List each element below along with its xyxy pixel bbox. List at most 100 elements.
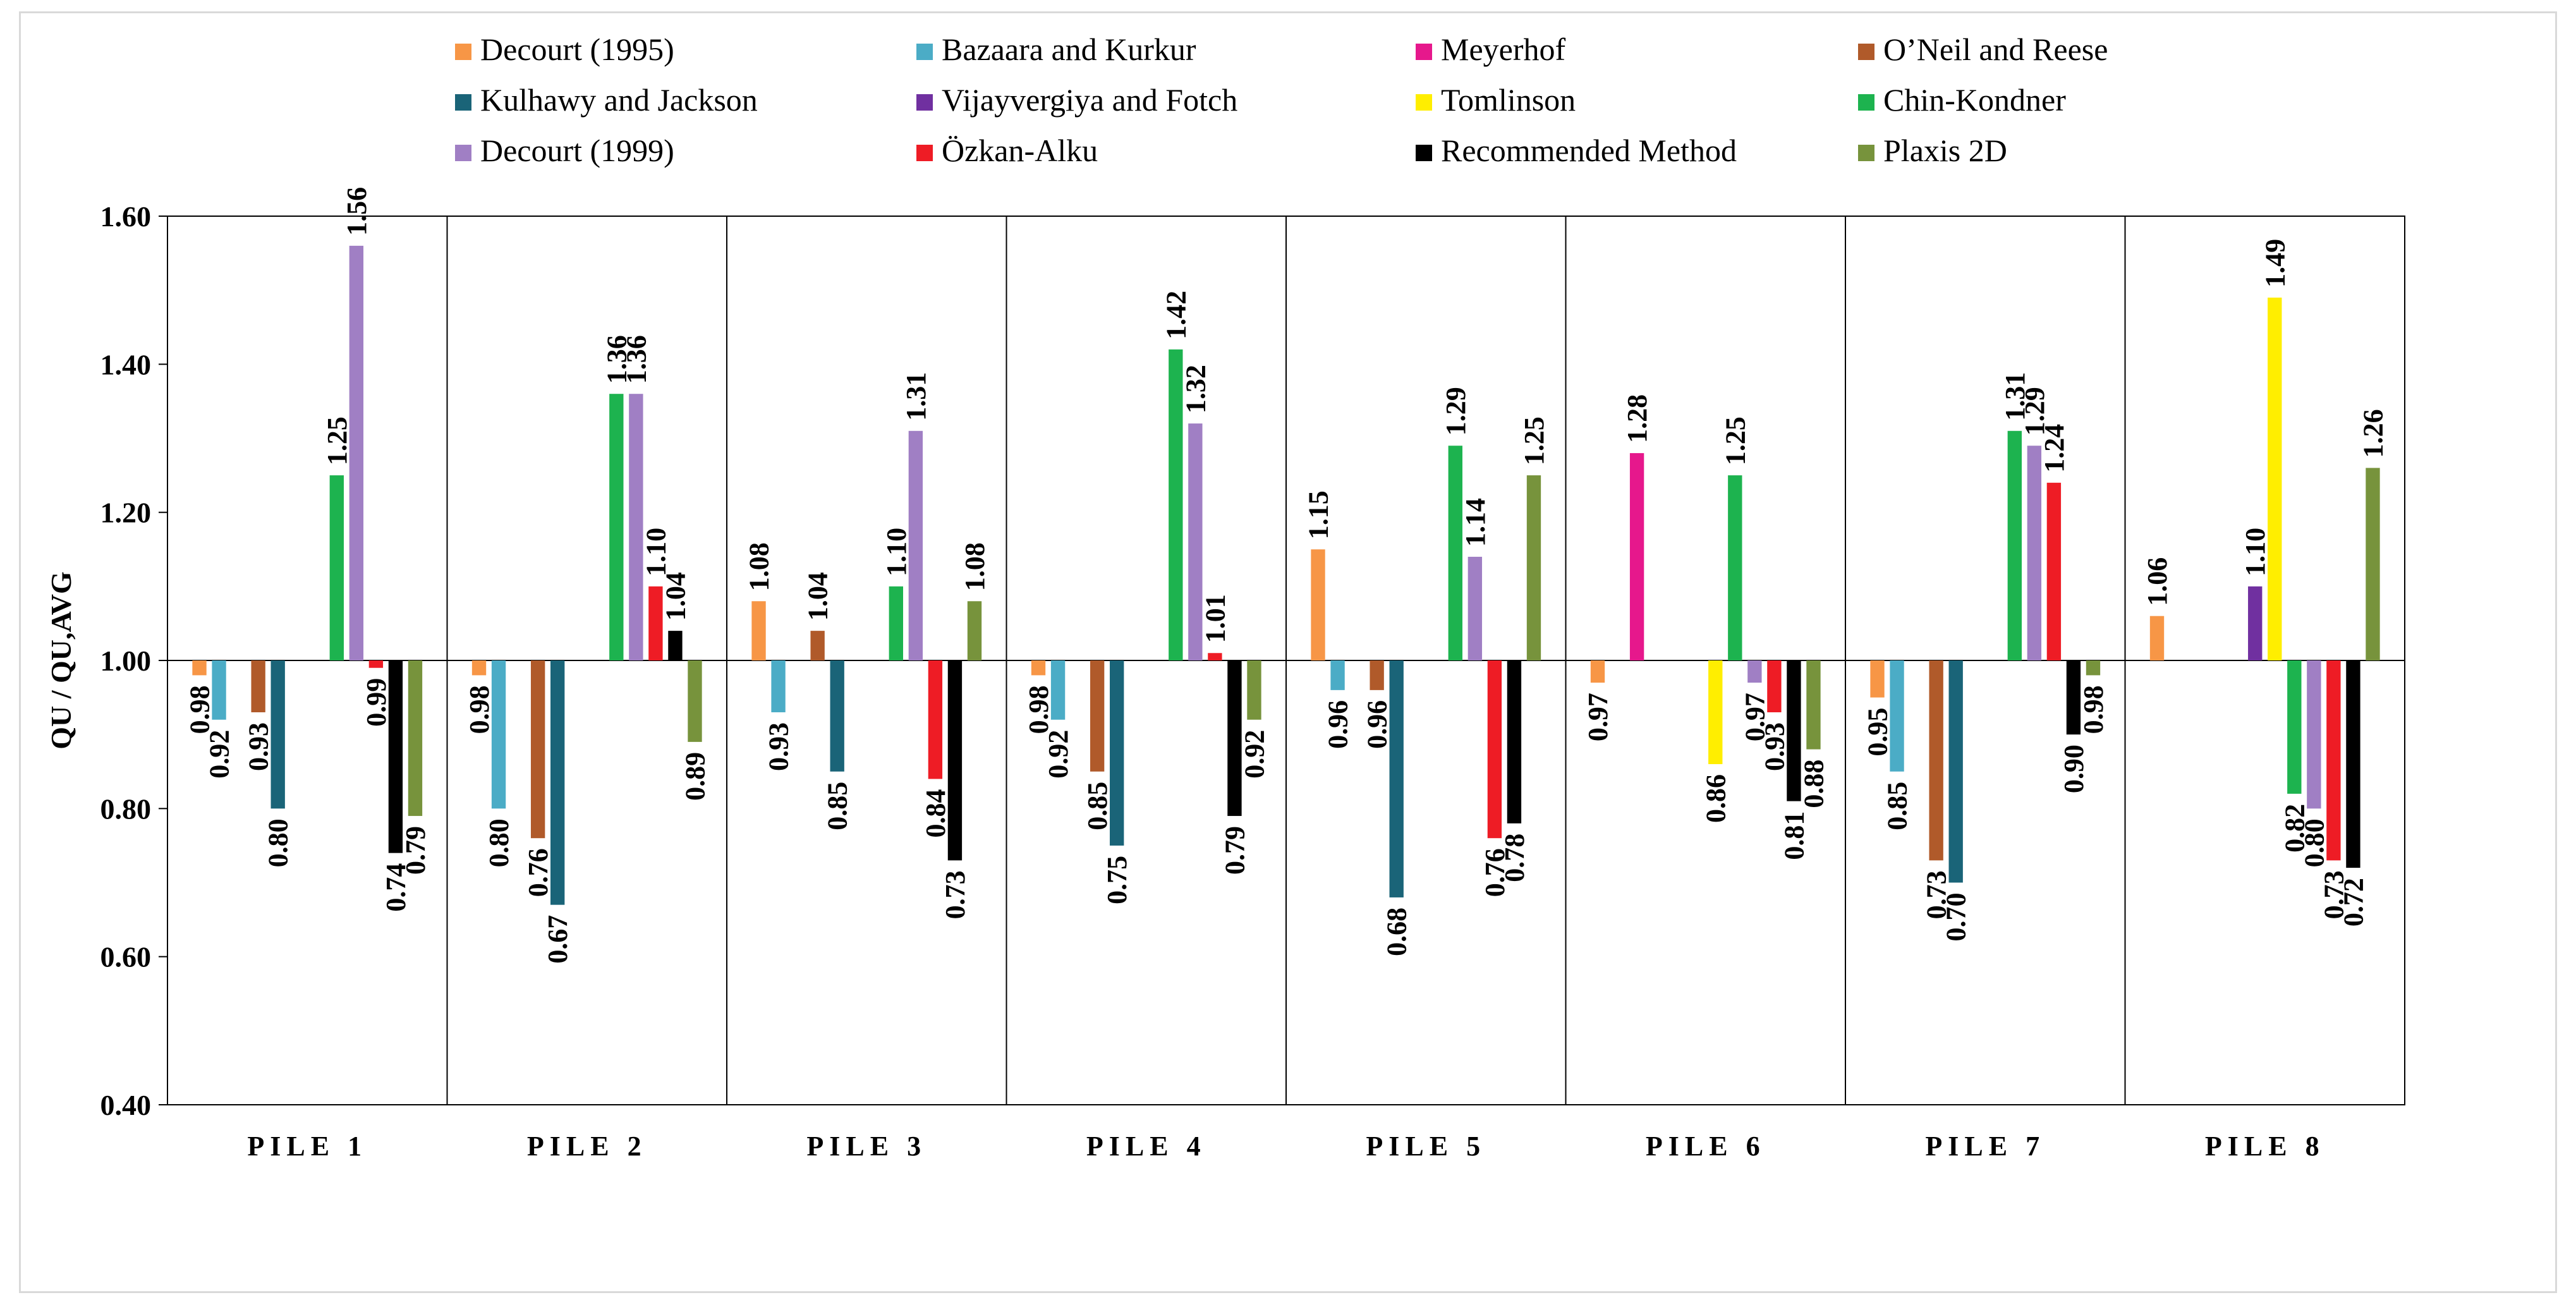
data-label: 1.31	[901, 372, 932, 421]
data-label: 0.98	[2078, 685, 2109, 734]
bar	[1467, 556, 1483, 660]
data-label: 0.89	[679, 752, 710, 801]
data-label: 1.31	[2000, 372, 2031, 421]
bar	[2248, 586, 2263, 660]
data-label: 0.72	[2338, 878, 2369, 927]
data-label: 1.25	[1519, 416, 1550, 465]
bar	[2307, 660, 2321, 809]
bar	[2046, 482, 2062, 660]
bar	[2366, 468, 2380, 660]
x-category-label: PILE 7	[1925, 1131, 2045, 1162]
bar	[388, 660, 403, 853]
data-label: 1.36	[621, 335, 652, 384]
y-tick-label: 1.60	[100, 200, 152, 233]
bar	[2149, 616, 2165, 660]
data-label: 0.95	[1862, 708, 1893, 757]
bar	[1110, 660, 1124, 846]
data-label: 0.86	[1700, 774, 1731, 823]
data-label: 0.98	[1023, 685, 1054, 734]
data-label: 1.06	[2142, 557, 2173, 606]
bar	[648, 586, 663, 660]
data-label: 0.85	[1082, 782, 1113, 830]
data-label: 1.42	[1160, 291, 1191, 339]
bar	[491, 660, 506, 809]
legend-label: Kulhawy and Jackson	[480, 82, 758, 118]
legend-swatch	[1858, 94, 1874, 111]
bar	[550, 660, 565, 905]
data-label: 1.56	[341, 187, 372, 236]
bar	[1188, 423, 1203, 660]
x-category-label: PILE 4	[1086, 1131, 1206, 1162]
data-label: 0.84	[920, 789, 951, 837]
data-label: 0.82	[2279, 804, 2310, 853]
data-label: 0.97	[1583, 693, 1613, 741]
data-label: 0.81	[1778, 812, 1809, 860]
data-label: 1.08	[959, 542, 990, 591]
data-label: 1.14	[1460, 498, 1491, 547]
x-category-label: PILE 6	[1646, 1131, 1766, 1162]
data-label: 1.24	[2039, 424, 2070, 473]
legend-swatch	[455, 145, 471, 161]
bar	[1507, 660, 1522, 824]
legend-swatch	[916, 94, 933, 111]
data-label: 1.10	[640, 528, 671, 576]
y-tick-label: 1.20	[100, 497, 152, 529]
data-label: 0.93	[1759, 722, 1790, 771]
data-label: 0.90	[2058, 745, 2089, 793]
bar	[1311, 549, 1325, 660]
bar	[2086, 660, 2101, 676]
bar	[349, 245, 364, 660]
legend-label: Vijayvergiya and Fotch	[942, 82, 1237, 118]
legend-swatch	[455, 94, 471, 111]
legend-swatch	[1416, 44, 1432, 60]
data-label: 1.28	[1622, 394, 1653, 443]
bar	[609, 394, 624, 660]
bar	[1787, 660, 1801, 801]
bar	[1487, 660, 1502, 839]
data-label: 1.25	[1720, 416, 1751, 465]
data-label: 1.25	[322, 416, 353, 465]
bar	[908, 430, 923, 660]
legend-swatch	[1858, 44, 1874, 60]
data-label: 0.79	[400, 826, 431, 875]
bar	[368, 660, 384, 668]
data-label: 0.96	[1323, 700, 1354, 749]
bar	[1590, 660, 1605, 683]
bar	[1208, 653, 1222, 660]
data-label: 1.26	[2357, 409, 2388, 458]
bar	[270, 660, 285, 809]
data-label: 0.98	[464, 685, 495, 734]
bar	[830, 660, 844, 772]
bar	[1708, 660, 1723, 765]
y-tick-label: 1.40	[100, 348, 152, 380]
y-tick-label: 0.80	[100, 793, 152, 825]
bar	[408, 660, 423, 817]
bar	[629, 394, 643, 660]
data-label: 0.97	[1739, 693, 1770, 741]
data-label: 0.75	[1102, 856, 1133, 904]
legend-label: Decourt (1995)	[480, 32, 674, 67]
data-label: 1.29	[2019, 387, 2050, 435]
data-label: 1.04	[803, 572, 834, 621]
legend-swatch	[916, 145, 933, 161]
data-label: 0.96	[1362, 700, 1393, 749]
bar	[1389, 660, 1404, 897]
data-label: 0.73	[1921, 870, 1952, 919]
data-label: 1.32	[1180, 365, 1211, 413]
chart-frame	[19, 11, 2557, 1293]
data-label: 0.80	[483, 818, 514, 867]
bar	[1448, 446, 1462, 660]
x-category-label: PILE 2	[527, 1131, 647, 1162]
legend-label: Meyerhof	[1441, 32, 1565, 67]
y-tick-label: 0.40	[100, 1089, 152, 1121]
data-label: 0.76	[523, 848, 554, 897]
bar	[1050, 660, 1066, 720]
x-category-label: PILE 8	[2205, 1131, 2325, 1162]
bar	[889, 586, 903, 660]
bar	[1767, 660, 1782, 713]
legend-swatch	[455, 44, 471, 60]
bar	[1747, 660, 1762, 683]
data-label: 0.93	[243, 722, 274, 771]
legend-label: Tomlinson	[1441, 82, 1576, 118]
